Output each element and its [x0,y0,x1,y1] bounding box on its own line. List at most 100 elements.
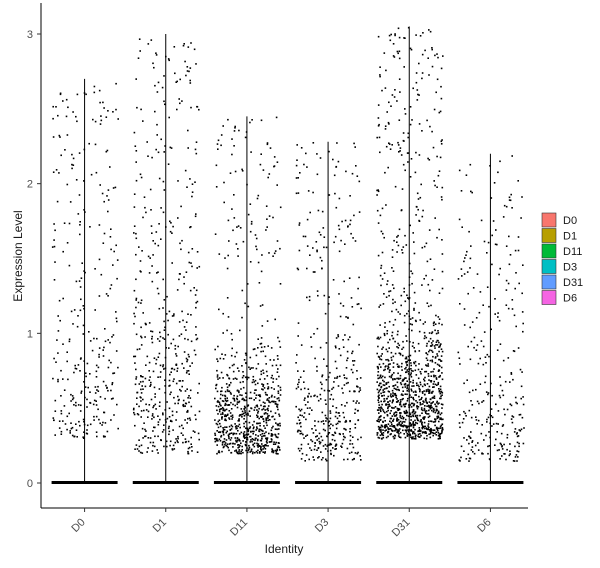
point-d11 [218,308,220,311]
point-d11 [260,270,263,273]
point-d31 [434,375,437,377]
point-d31 [418,395,420,398]
point-d11 [239,426,241,429]
point-d3 [317,447,320,449]
point-d0 [70,400,72,402]
point-d1 [145,323,147,326]
point-d31 [432,407,435,410]
point-d11 [218,438,221,441]
point-d3 [339,315,342,318]
point-d3 [335,206,338,209]
point-d11 [271,400,273,403]
point-d11 [271,450,274,452]
point-d3 [300,447,303,450]
point-d31 [401,188,404,190]
point-d3 [355,165,357,167]
point-d1 [138,38,141,40]
point-d11 [215,387,217,390]
point-d3 [350,297,353,299]
point-d11 [227,316,230,318]
point-d6 [497,410,500,412]
point-d6 [486,418,488,421]
point-d11 [226,399,229,402]
point-d1 [135,78,137,80]
point-d0 [106,386,108,389]
point-d3 [336,417,339,420]
point-d11 [245,362,247,364]
point-d0 [86,429,88,431]
point-d11 [236,406,239,409]
point-d31 [393,387,396,390]
point-d31 [409,323,412,325]
point-d0 [105,293,108,295]
point-d31 [436,355,439,357]
point-d1 [189,365,191,367]
point-d6 [517,249,520,252]
point-d31 [435,341,438,343]
point-d31 [389,412,391,415]
point-d3 [351,352,353,355]
point-d0 [109,287,112,290]
point-d31 [439,156,442,159]
point-d0 [79,424,81,427]
point-d11 [255,354,258,357]
point-d1 [189,82,192,84]
point-d1 [188,417,191,419]
point-d6 [520,397,522,400]
point-d31 [434,184,436,187]
point-d1 [186,422,188,424]
point-d0 [110,361,112,364]
point-d6 [513,350,516,353]
point-d31 [412,414,414,416]
point-d31 [421,72,424,74]
point-d31 [422,425,425,428]
point-d31 [388,123,390,125]
point-d11 [265,419,268,422]
point-d31 [418,94,420,96]
point-d6 [477,362,480,365]
point-d6 [468,435,470,438]
point-d1 [136,106,138,109]
point-d11 [264,435,266,437]
point-d31 [394,318,397,321]
point-d11 [235,351,238,354]
point-d1 [194,431,196,433]
point-d31 [428,379,430,381]
point-d31 [426,401,428,404]
point-d3 [337,385,340,387]
point-d31 [430,406,433,409]
point-d11 [249,415,251,417]
point-d11 [270,377,273,379]
point-d31 [439,435,441,438]
point-d3 [344,436,346,439]
point-d0 [93,337,95,340]
point-d11 [256,404,258,407]
point-d1 [173,448,176,450]
point-d0 [93,419,95,421]
point-d0 [71,434,74,437]
point-d6 [464,412,467,415]
point-d3 [345,170,347,173]
point-d0 [73,309,76,311]
point-d31 [415,374,418,376]
point-d11 [261,415,264,418]
point-d1 [190,226,192,228]
point-d31 [437,435,440,437]
point-d3 [297,335,299,337]
point-d31 [387,401,389,403]
point-d1 [153,357,156,359]
point-d31 [398,151,400,153]
point-d1 [184,169,187,172]
point-d11 [228,410,231,412]
point-d1 [151,330,154,333]
point-d6 [472,389,474,392]
point-d11 [259,452,261,454]
point-d11 [272,216,274,219]
point-d1 [173,378,175,380]
point-d31 [381,395,383,397]
point-d11 [241,410,244,413]
point-d0 [77,315,79,317]
point-d31 [407,433,409,436]
point-d1 [168,407,171,410]
point-d1 [144,377,147,380]
